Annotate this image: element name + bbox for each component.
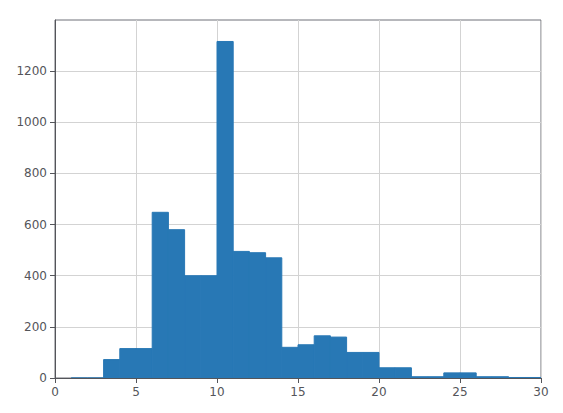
- svg-text:10: 10: [209, 385, 224, 399]
- svg-text:600: 600: [24, 218, 47, 232]
- svg-text:20: 20: [371, 385, 386, 399]
- svg-text:400: 400: [24, 269, 47, 283]
- svg-text:200: 200: [24, 320, 47, 334]
- svg-text:800: 800: [24, 166, 47, 180]
- svg-text:25: 25: [452, 385, 467, 399]
- svg-text:15: 15: [290, 385, 305, 399]
- svg-text:30: 30: [533, 385, 548, 399]
- svg-text:0: 0: [51, 385, 59, 399]
- svg-text:1000: 1000: [16, 115, 47, 129]
- svg-text:1200: 1200: [16, 64, 47, 78]
- svg-text:0: 0: [39, 371, 47, 385]
- svg-text:5: 5: [132, 385, 140, 399]
